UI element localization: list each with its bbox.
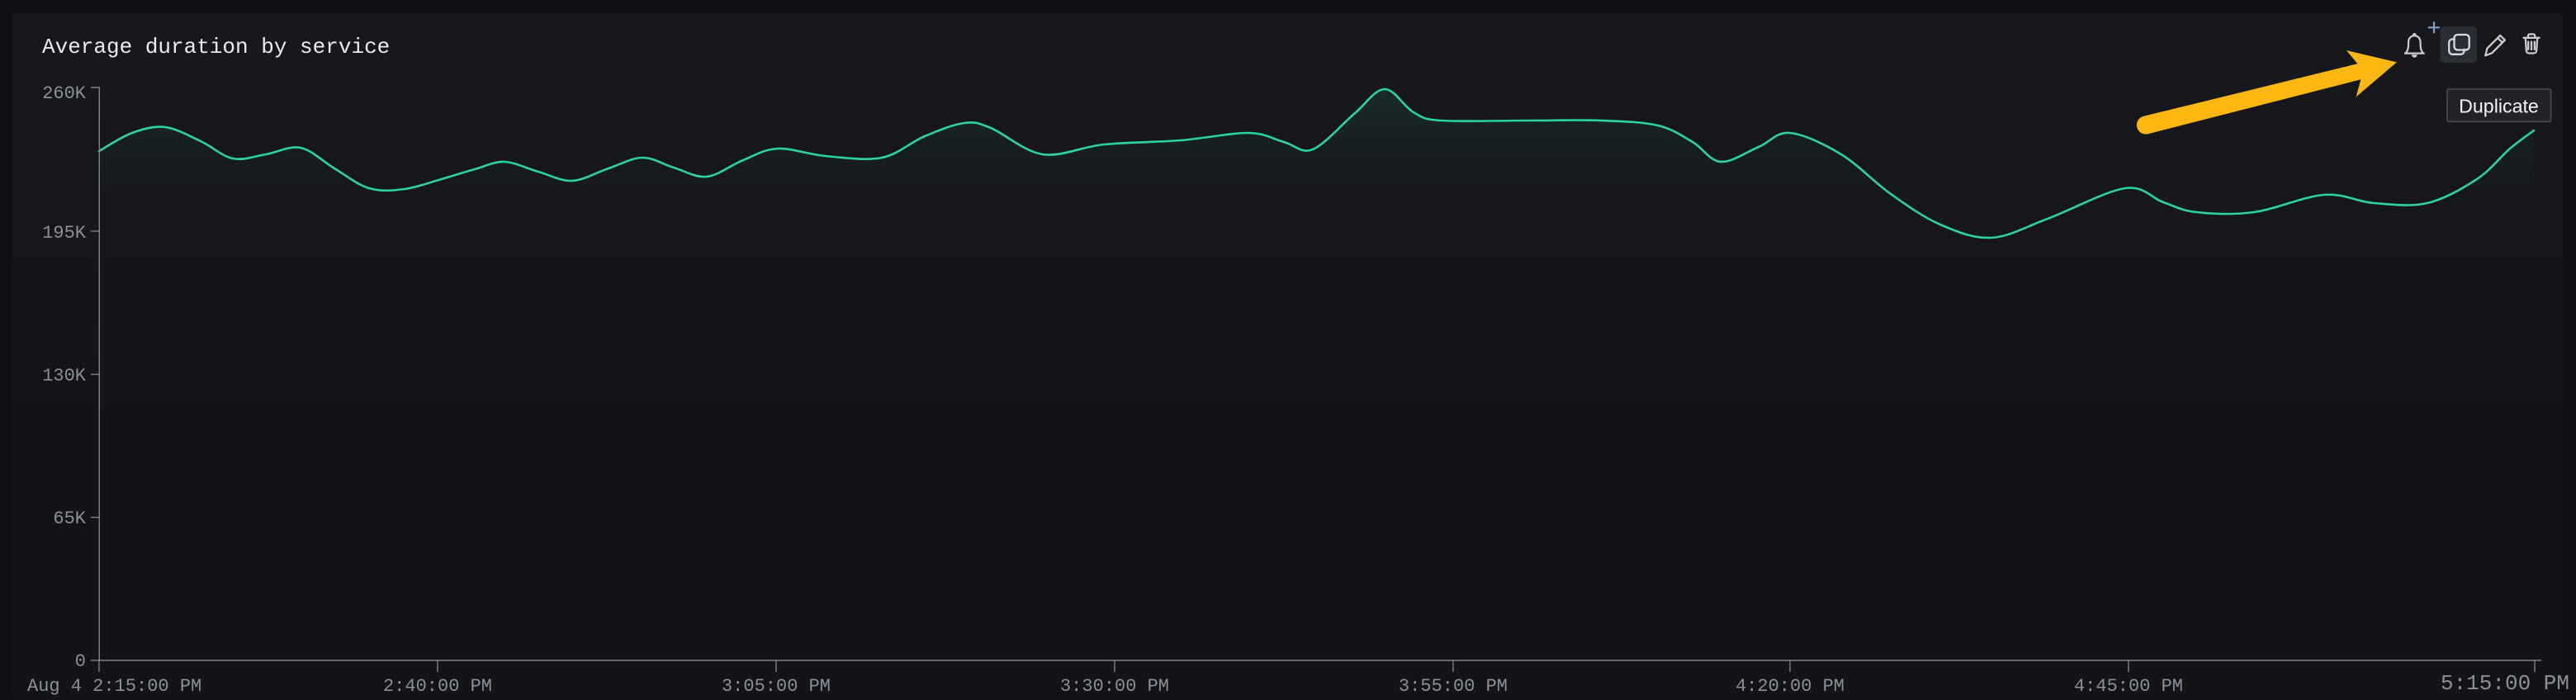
svg-text:4:20:00 PM: 4:20:00 PM	[1735, 676, 1844, 697]
svg-text:2:40:00 PM: 2:40:00 PM	[383, 676, 492, 697]
svg-text:0: 0	[75, 651, 86, 672]
svg-text:3:55:00 PM: 3:55:00 PM	[1399, 676, 1508, 697]
svg-text:65K: 65K	[53, 508, 86, 529]
svg-text:195K: 195K	[42, 223, 87, 244]
svg-text:130K: 130K	[42, 366, 87, 386]
svg-text:260K: 260K	[42, 83, 87, 104]
svg-text:3:05:00 PM: 3:05:00 PM	[722, 676, 831, 697]
svg-text:4:45:00 PM: 4:45:00 PM	[2074, 676, 2183, 697]
svg-text:3:30:00 PM: 3:30:00 PM	[1060, 676, 1169, 697]
svg-text:Aug 4 2:15:00 PM: Aug 4 2:15:00 PM	[27, 676, 201, 697]
svg-text:5:15:00 PM: 5:15:00 PM	[2441, 671, 2569, 696]
svg-text:Duplicate: Duplicate	[2459, 96, 2539, 117]
svg-text:Average duration by service: Average duration by service	[42, 35, 390, 59]
